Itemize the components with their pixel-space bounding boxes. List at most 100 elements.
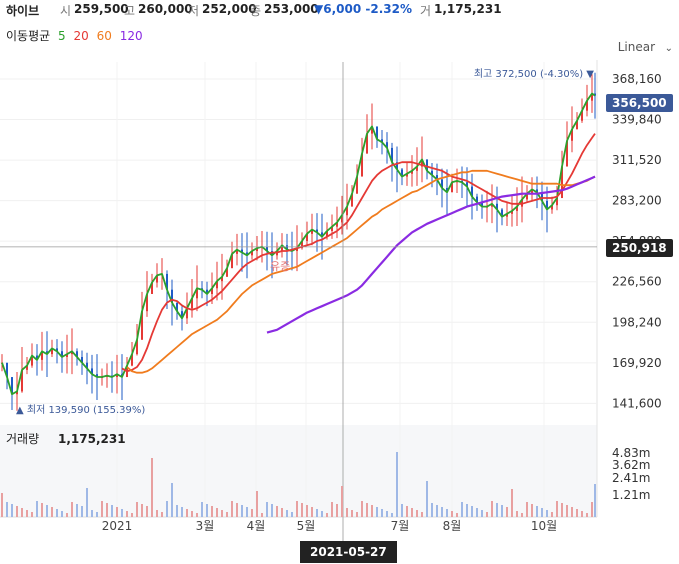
candle-body <box>446 188 448 193</box>
candle-body <box>551 205 553 210</box>
candle-body <box>546 200 548 210</box>
candle-body <box>246 252 248 256</box>
candle-body <box>196 288 198 299</box>
volume-bar <box>481 510 483 517</box>
ma-line-60 <box>126 169 596 374</box>
plot-area <box>0 60 597 420</box>
volume-bar <box>306 505 308 517</box>
volume-tick-label: 4.83m <box>612 446 650 460</box>
volume-bar <box>566 505 568 517</box>
candle-body <box>186 308 188 319</box>
candle-body <box>56 348 58 352</box>
candle-body <box>321 232 323 237</box>
x-tick-label: 7월 <box>391 519 410 533</box>
close-label: 종 <box>250 4 262 18</box>
x-tick-label: 10월 <box>531 519 557 533</box>
scale-mode-selector[interactable]: Linear <box>617 40 655 54</box>
volume-bar <box>451 511 453 517</box>
volume-bar <box>116 507 118 517</box>
volume-bar <box>66 513 68 517</box>
volume-label: 거 <box>420 4 432 18</box>
volume-bar <box>231 501 233 517</box>
candle-body <box>286 245 288 250</box>
candle-body <box>586 100 588 111</box>
candle-body <box>81 356 83 363</box>
volume-bar <box>191 511 193 517</box>
volume-bar <box>121 509 123 517</box>
volume-bar <box>126 511 128 517</box>
ma-legend-120[interactable]: 120 <box>119 29 143 43</box>
candle-body <box>401 169 403 177</box>
volume-tick-label: 1.21m <box>612 488 650 502</box>
y-tick-label: 226,560 <box>612 275 662 289</box>
volume-bar <box>131 513 133 517</box>
candle-body <box>226 268 228 277</box>
volume-bar <box>71 502 73 517</box>
y-tick-label: 198,240 <box>612 315 662 329</box>
candle-body <box>331 226 333 231</box>
candle-body <box>571 129 573 141</box>
volume-bar <box>381 509 383 517</box>
volume-bar <box>106 503 108 517</box>
candle-body <box>441 179 443 189</box>
volume-bar <box>436 505 438 517</box>
volume-bar <box>241 505 243 517</box>
candle-body <box>496 203 498 210</box>
current-price-badge: 356,500 <box>606 94 673 112</box>
candle-body <box>306 233 308 241</box>
volume-bar <box>486 512 488 517</box>
volume-bar <box>586 513 588 517</box>
candle-body <box>96 374 98 378</box>
candle-body <box>436 175 438 180</box>
ma-legend-5[interactable]: 5 <box>58 29 66 43</box>
candle-body <box>136 339 138 355</box>
volume-bar <box>591 502 593 517</box>
volume-bar <box>236 503 238 517</box>
candle-body <box>51 348 53 355</box>
close-value: 253,000 <box>264 2 319 16</box>
y-tick-label: 283,200 <box>612 194 662 208</box>
candle-body <box>6 362 8 378</box>
candle-body <box>431 170 433 176</box>
candle-body <box>31 355 33 366</box>
volume-tick-label: 3.62m <box>612 458 650 472</box>
volume-tick-label: 2.41m <box>612 471 650 485</box>
candle-body <box>351 193 353 207</box>
high-value: 260,000 <box>138 2 193 16</box>
volume-panel <box>0 425 597 517</box>
candle-body <box>221 276 223 282</box>
ma-legend-60[interactable]: 60 <box>96 29 112 43</box>
ma-line-5 <box>1 92 596 396</box>
ma-line-120 <box>266 175 596 334</box>
volume-bar <box>351 510 353 517</box>
volume-bar <box>156 510 158 517</box>
candle-body <box>296 248 298 252</box>
x-tick-label: 8월 <box>443 519 462 533</box>
candle-body <box>166 273 168 290</box>
candle-body <box>466 182 468 187</box>
candle-body <box>46 351 48 355</box>
volume-bar <box>446 509 448 517</box>
candle-body <box>371 126 373 134</box>
ma-legend-20[interactable]: 20 <box>73 29 89 43</box>
chevron-down-icon[interactable]: ⌄ <box>664 43 673 54</box>
candle-body <box>76 351 78 357</box>
volume-bar <box>1 493 3 517</box>
volume-bar <box>426 481 428 517</box>
candle-body <box>251 251 253 256</box>
volume-bar <box>276 506 278 517</box>
stock-name: 하이브 <box>6 4 40 18</box>
volume-bar <box>594 484 596 517</box>
volume-bar <box>136 502 138 517</box>
candle-body <box>356 176 358 194</box>
volume-bar <box>286 510 288 517</box>
candle-body <box>191 298 193 309</box>
volume-bar <box>511 489 513 517</box>
volume-bar <box>216 508 218 517</box>
volume-bar <box>411 508 413 517</box>
candle-body <box>451 182 453 193</box>
volume-bar <box>391 513 393 517</box>
volume-bar <box>506 507 508 517</box>
volume-bar <box>91 510 93 517</box>
